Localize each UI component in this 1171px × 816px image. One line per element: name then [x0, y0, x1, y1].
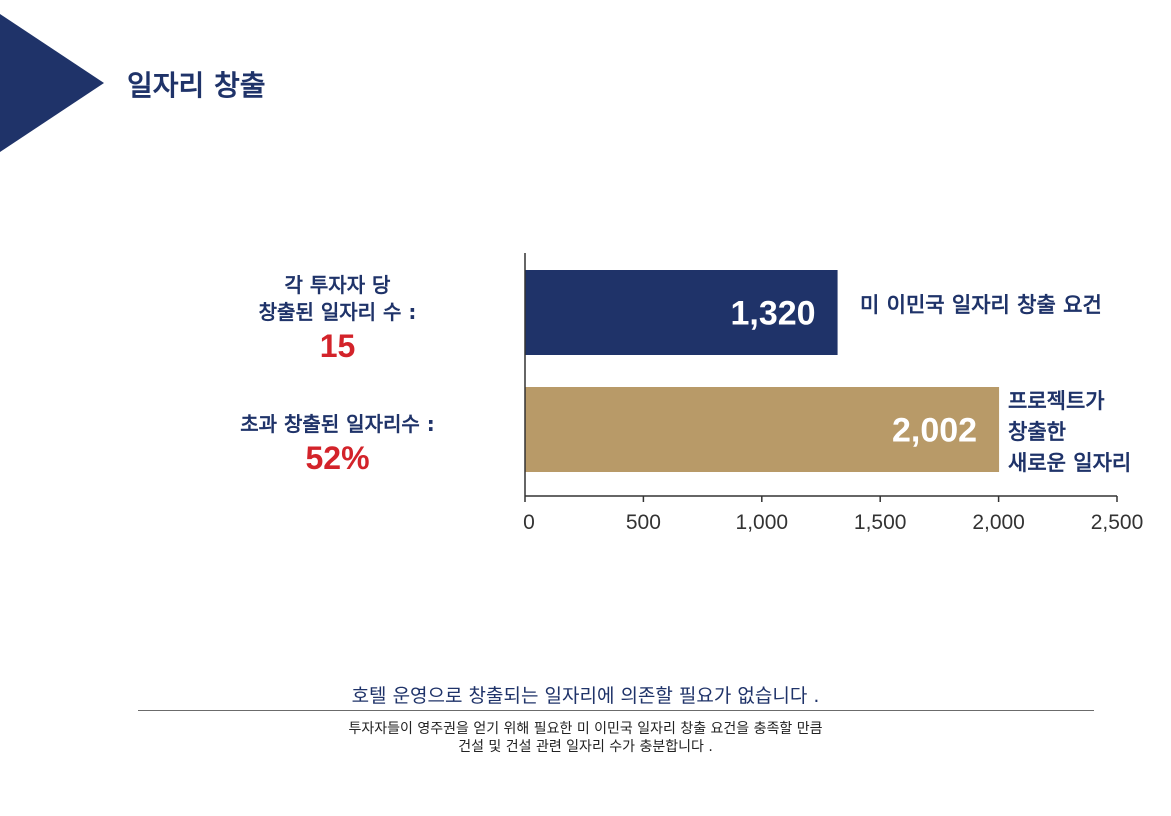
stat-value: 15 [319, 328, 356, 364]
bar [525, 270, 838, 355]
footer-line: 투자자들이 영주권을 얻기 위해 필요한 미 이민국 일자리 창출 요건을 충족… [348, 721, 823, 737]
category-label-line: 미 이민국 일자리 창출 요건 [860, 293, 1102, 317]
stat-jobs-per-investor: 각 투자자 당 창출된 일자리 수 : 15 [210, 272, 465, 366]
stat-label-line: 초과 창출된 일자리수 : [240, 412, 435, 436]
stat-label-line: 각 투자자 당 [284, 273, 391, 297]
category-label-line: 프로젝트가 [1008, 389, 1105, 413]
footer-headline: 호텔 운영으로 창출되는 일자리에 의존할 필요가 없습니다 . [351, 685, 820, 707]
footer-divider [138, 710, 1094, 711]
stat-label-line: 창출된 일자리 수 : [258, 300, 417, 324]
bar-category-label-requirement: 미 이민국 일자리 창출 요건 [860, 290, 1102, 321]
x-tick-label: 2,500 [1091, 511, 1144, 534]
x-tick-label: 2,000 [972, 511, 1025, 534]
bar-value-label: 2,002 [892, 412, 977, 450]
bar [525, 387, 1000, 472]
page-title: 일자리 창출 [127, 69, 266, 102]
bar-value-label: 1,320 [730, 295, 815, 333]
bar-category-label-project: 프로젝트가 창출한 새로운 일자리 [1008, 386, 1131, 479]
x-tick-label: 1,500 [854, 511, 907, 534]
stat-excess-jobs: 초과 창출된 일자리수 : 52% [200, 411, 475, 478]
category-label-line: 창출한 [1008, 420, 1066, 444]
x-tick-label: 0 [523, 511, 535, 534]
corner-triangle-decoration [0, 14, 104, 152]
footer-line: 건설 및 건설 관련 일자리 수가 충분합니다 . [458, 739, 713, 755]
x-tick-label: 500 [626, 511, 661, 534]
x-tick-label: 1,000 [736, 511, 789, 534]
footer-description: 투자자들이 영주권을 얻기 위해 필요한 미 이민국 일자리 창출 요건을 충족… [0, 720, 1171, 756]
stat-value: 52% [305, 440, 370, 476]
category-label-line: 새로운 일자리 [1008, 451, 1132, 475]
